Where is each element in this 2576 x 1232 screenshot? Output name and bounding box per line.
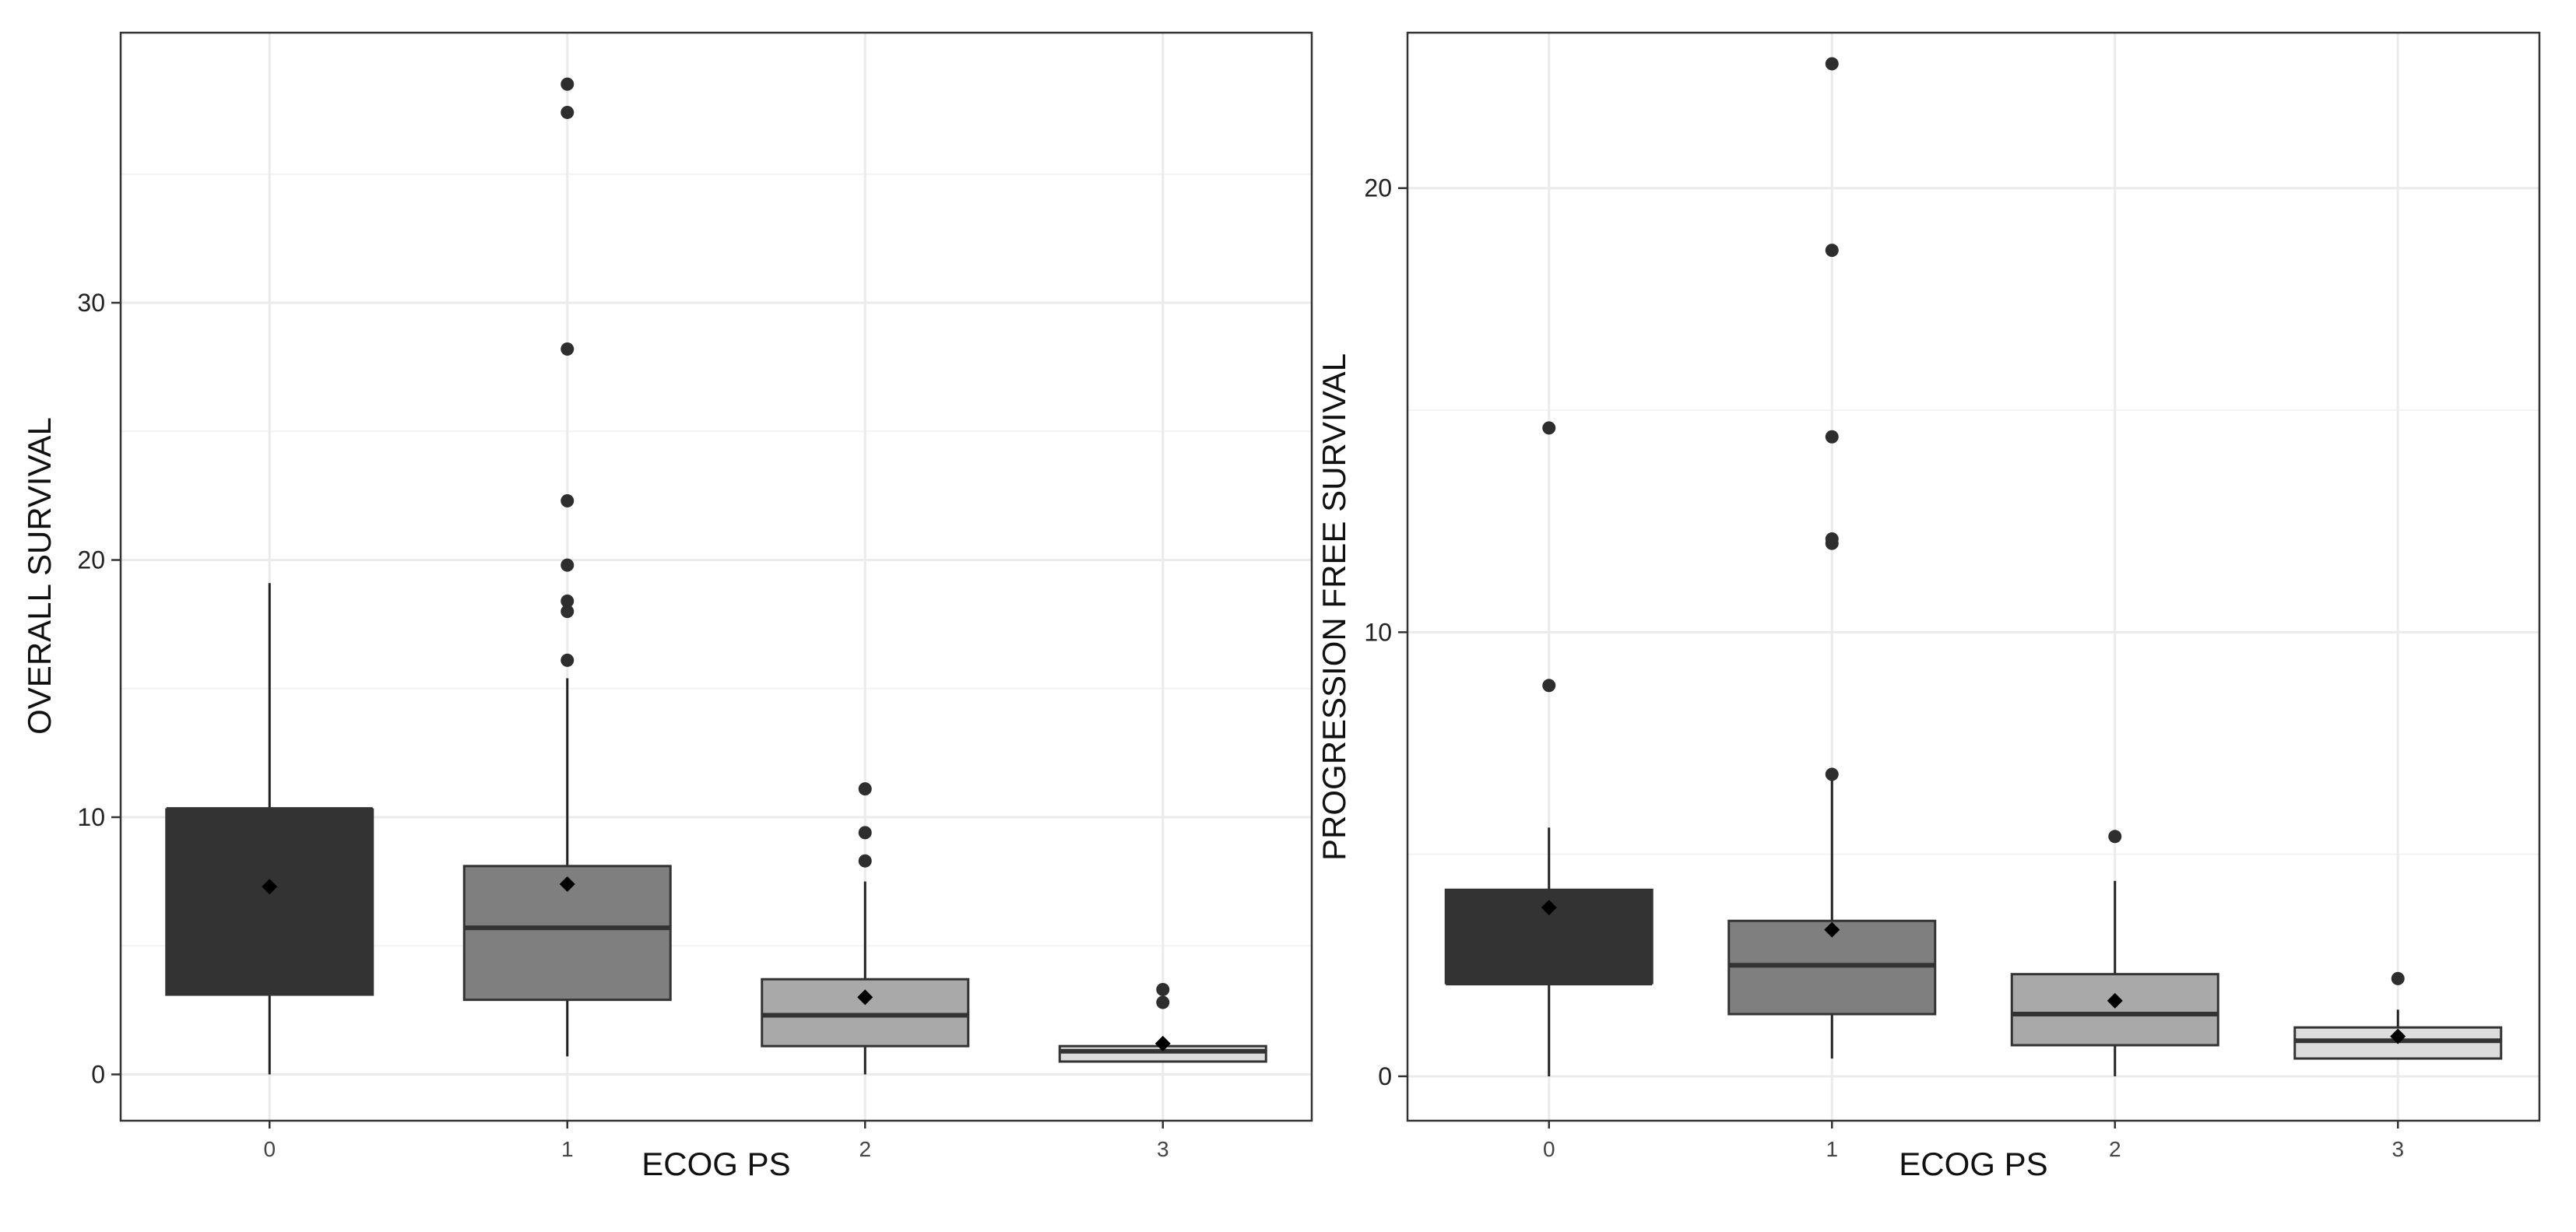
mean-marker [2390, 1028, 2406, 1044]
outlier-point [561, 77, 575, 91]
y-axis-title: PROGRESSION FREE SURVIVAL [1316, 353, 1352, 861]
x-tick-label: 1 [561, 1137, 574, 1161]
x-tick-label: 0 [263, 1137, 276, 1161]
outlier-point [858, 782, 872, 796]
y-tick-label: 20 [77, 546, 105, 574]
box-category-2 [761, 978, 970, 1048]
outlier-point [2391, 971, 2405, 985]
mean-marker [1541, 900, 1557, 916]
mean-marker [857, 989, 873, 1006]
x-tick-label: 3 [1157, 1137, 1169, 1161]
outlier-point [2108, 830, 2122, 844]
x-tick-label: 1 [1826, 1137, 1838, 1161]
outlier-point [1156, 982, 1170, 996]
mean-marker [1824, 921, 1840, 938]
x-tick-label: 0 [1543, 1137, 1555, 1161]
x-axis-title: ECOG PS [641, 1146, 790, 1182]
y-tick-label: 10 [1364, 618, 1392, 646]
x-tick-label: 2 [2109, 1137, 2121, 1161]
outlier-point [561, 605, 575, 619]
outlier-point [561, 594, 575, 608]
y-tick-label: 30 [77, 289, 105, 317]
chart-panel-2: 0 10 20 0 1 2 3 ECOG PS PROGRESSION FREE SURVIVA… [1316, 31, 2541, 1182]
outlier-point [561, 558, 575, 572]
outlier-point [858, 826, 872, 840]
outlier-point [1542, 421, 1556, 435]
y-tick-label: 10 [77, 803, 105, 831]
y-axis-title: OVERALL SURVIVAL [21, 417, 58, 735]
y-tick-label: 0 [91, 1061, 105, 1089]
outlier-point [1825, 244, 1839, 258]
outlier-point [561, 342, 575, 356]
outlier-point [561, 494, 575, 508]
mean-marker [559, 876, 575, 892]
box-category-0 [165, 808, 374, 996]
panel-border [119, 31, 1313, 1122]
outlier-point [1825, 767, 1839, 781]
outlier-point [1825, 430, 1839, 444]
outlier-point [561, 653, 575, 667]
box-category-2 [2010, 973, 2219, 1047]
outlier-point [1542, 679, 1556, 693]
y-tick-label: 20 [1364, 174, 1392, 202]
x-tick-label: 3 [2391, 1137, 2404, 1161]
panel-border [1406, 31, 2541, 1122]
outlier-point [858, 854, 872, 868]
outlier-point [1825, 532, 1839, 546]
outlier-point [1156, 995, 1170, 1009]
mean-marker [1154, 1035, 1171, 1051]
outlier-point [561, 105, 575, 119]
x-tick-label: 2 [859, 1137, 871, 1161]
chart-panel-1: 0 10 20 30 0 1 2 3 ECOG PS OVERALL SURVIVAL [21, 31, 1313, 1182]
mean-marker [262, 879, 278, 895]
x-axis-title: ECOG PS [1899, 1146, 2047, 1182]
y-tick-label: 0 [1378, 1062, 1392, 1090]
mean-marker [2107, 992, 2123, 1009]
outlier-point [1825, 57, 1839, 71]
